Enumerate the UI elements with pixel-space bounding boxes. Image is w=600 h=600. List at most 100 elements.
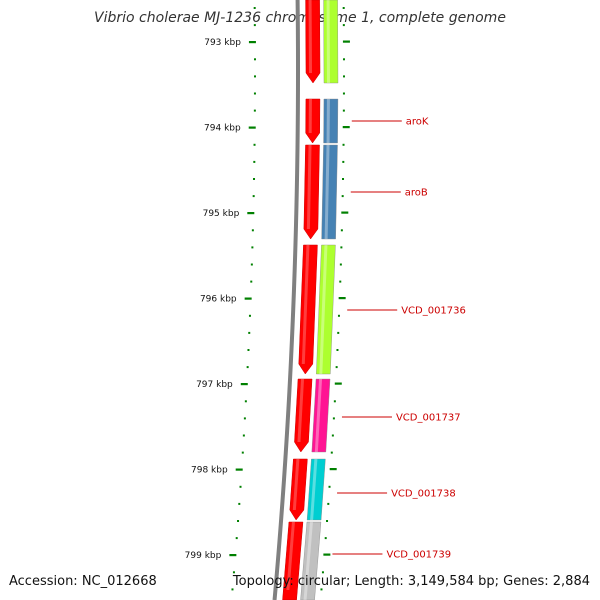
major-tick	[248, 41, 256, 44]
gene-label: VCD_001739	[386, 550, 451, 561]
cds-highlight	[292, 459, 300, 510]
cds-highlight	[308, 0, 312, 73]
outer-major-tick	[329, 468, 337, 471]
outer-major-tick	[342, 40, 350, 43]
cds-highlight	[286, 522, 295, 590]
major-tick	[248, 126, 256, 129]
gene-label: aroB	[405, 188, 428, 199]
minor-tick	[253, 24, 256, 27]
minor-tick	[253, 143, 256, 146]
cds-highlight	[297, 379, 305, 442]
cds-arrow	[305, 98, 321, 144]
minor-tick	[250, 263, 253, 266]
outer-minor-tick	[326, 520, 329, 522]
minor-tick	[254, 75, 256, 78]
cds-highlight	[301, 245, 310, 364]
outer-major-tick	[334, 382, 342, 385]
cds-highlight	[306, 145, 312, 229]
gene-block	[306, 458, 326, 521]
major-tick	[229, 554, 237, 557]
outer-minor-tick	[342, 92, 345, 95]
cds-arrow	[305, 0, 321, 84]
outer-minor-tick	[340, 246, 343, 249]
outer-minor-tick	[324, 537, 327, 540]
gene-block-highlight	[326, 99, 330, 143]
outer-minor-tick	[332, 417, 335, 420]
outer-minor-tick	[341, 195, 344, 198]
outer-minor-tick	[342, 58, 345, 61]
outer-minor-tick	[330, 451, 333, 454]
outer-minor-tick	[336, 349, 339, 351]
outer-major-tick	[341, 211, 349, 214]
minor-tick	[241, 451, 244, 454]
gene-block-highlight	[314, 379, 323, 452]
kbp-label: 795 kbp	[203, 209, 240, 219]
minor-tick	[253, 160, 256, 163]
outer-major-tick	[342, 126, 350, 129]
minor-tick	[244, 400, 247, 403]
minor-tick	[253, 7, 256, 9]
cds-highlight	[308, 99, 312, 133]
backbone-line	[272, 0, 301, 600]
outer-minor-tick	[333, 400, 336, 403]
outer-minor-tick	[327, 502, 330, 505]
accession-text: Accession: NC_012668	[9, 574, 157, 589]
outer-minor-tick	[342, 109, 345, 112]
minor-tick	[248, 314, 251, 317]
cds-arrow	[303, 144, 320, 240]
minor-tick	[253, 109, 256, 112]
gene-block-highlight	[324, 145, 330, 239]
minor-tick	[253, 58, 256, 61]
minor-tick	[243, 417, 246, 420]
minor-tick	[246, 366, 249, 369]
outer-minor-tick	[337, 314, 340, 317]
outer-major-tick	[338, 297, 346, 300]
outer-minor-tick	[342, 143, 345, 146]
minor-tick	[239, 485, 242, 488]
gene-block	[300, 521, 322, 600]
gene-block-highlight	[319, 245, 328, 374]
major-tick	[244, 297, 252, 300]
outer-major-tick	[323, 553, 331, 556]
outer-minor-tick	[342, 7, 345, 9]
kbp-label: 799 kbp	[185, 551, 222, 561]
kbp-label: 794 kbp	[204, 124, 241, 134]
outer-minor-tick	[321, 571, 324, 574]
gene-block	[323, 0, 339, 84]
outer-minor-tick	[342, 160, 345, 163]
minor-tick	[247, 349, 250, 351]
outer-minor-tick	[337, 331, 340, 334]
outer-minor-tick	[339, 263, 342, 266]
map-title: Vibrio cholerae MJ-1236 chromosome 1, co…	[94, 10, 506, 26]
gene-block-highlight	[326, 0, 330, 83]
minor-tick	[251, 229, 254, 232]
minor-tick	[250, 280, 253, 283]
gene-block-highlight	[303, 522, 313, 600]
gene-block-highlight	[310, 459, 318, 520]
outer-minor-tick	[342, 178, 345, 180]
outer-minor-tick	[335, 366, 338, 369]
minor-tick	[252, 195, 255, 198]
outer-minor-tick	[320, 588, 323, 591]
minor-tick	[253, 178, 256, 180]
gene-block	[323, 98, 339, 144]
minor-tick	[242, 434, 245, 437]
gene-label: VCD_001737	[396, 413, 461, 424]
gene-label: aroK	[406, 117, 429, 128]
kbp-label: 797 kbp	[196, 380, 233, 390]
major-tick	[240, 383, 248, 386]
outer-minor-tick	[331, 434, 334, 437]
minor-tick	[235, 537, 238, 540]
outer-minor-tick	[340, 229, 343, 232]
gene-block	[321, 144, 338, 240]
minor-tick	[248, 331, 251, 334]
kbp-label: 793 kbp	[204, 38, 241, 48]
minor-tick	[231, 588, 234, 591]
major-tick	[235, 468, 243, 471]
outer-minor-tick	[339, 280, 342, 283]
minor-tick	[237, 520, 240, 522]
gene-block	[311, 378, 331, 453]
kbp-label: 796 kbp	[200, 295, 237, 305]
minor-tick	[253, 92, 256, 95]
